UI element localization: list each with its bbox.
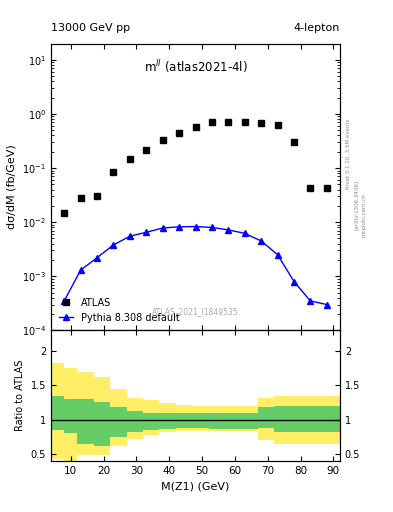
ATLAS [160, 137, 165, 143]
Text: ATLAS_2021_I1849535: ATLAS_2021_I1849535 [152, 307, 239, 316]
Legend: ATLAS, Pythia 8.308 default: ATLAS, Pythia 8.308 default [56, 295, 183, 326]
ATLAS [275, 122, 280, 128]
Text: mcplots.cern.ch: mcplots.cern.ch [362, 193, 367, 237]
ATLAS [177, 130, 182, 136]
Text: [arXiv:1306.3436]: [arXiv:1306.3436] [354, 180, 359, 230]
Pythia 8.308 default [95, 254, 99, 261]
Pythia 8.308 default [292, 279, 296, 285]
ATLAS [95, 193, 99, 199]
Y-axis label: dσ/dM (fb/GeV): dσ/dM (fb/GeV) [6, 144, 17, 229]
Pythia 8.308 default [275, 252, 280, 258]
Text: m$^{ll}$ (atlas2021-4l): m$^{ll}$ (atlas2021-4l) [144, 58, 247, 75]
ATLAS [127, 156, 132, 162]
Y-axis label: Ratio to ATLAS: Ratio to ATLAS [15, 360, 25, 431]
X-axis label: M(Z1) (GeV): M(Z1) (GeV) [162, 481, 230, 491]
Pythia 8.308 default [111, 242, 116, 248]
Line: ATLAS: ATLAS [61, 118, 330, 216]
Pythia 8.308 default [209, 224, 214, 230]
ATLAS [209, 119, 214, 125]
ATLAS [325, 185, 329, 191]
Line: Pythia 8.308 default: Pythia 8.308 default [61, 223, 330, 308]
ATLAS [308, 185, 313, 191]
ATLAS [193, 124, 198, 130]
Pythia 8.308 default [177, 224, 182, 230]
ATLAS [292, 139, 296, 145]
Pythia 8.308 default [144, 229, 149, 236]
Pythia 8.308 default [62, 298, 66, 304]
Text: 4-lepton: 4-lepton [294, 23, 340, 33]
ATLAS [111, 169, 116, 176]
ATLAS [259, 120, 264, 126]
Pythia 8.308 default [193, 223, 198, 229]
Pythia 8.308 default [78, 267, 83, 273]
ATLAS [242, 119, 247, 125]
Text: Rivet 3.1.10, 3.5M events: Rivet 3.1.10, 3.5M events [346, 118, 351, 189]
Pythia 8.308 default [160, 225, 165, 231]
ATLAS [62, 209, 66, 216]
ATLAS [78, 195, 83, 201]
Pythia 8.308 default [325, 302, 329, 308]
ATLAS [226, 119, 231, 125]
Pythia 8.308 default [308, 298, 313, 304]
Pythia 8.308 default [226, 227, 231, 233]
ATLAS [144, 146, 149, 153]
Pythia 8.308 default [127, 233, 132, 239]
Pythia 8.308 default [242, 230, 247, 237]
Pythia 8.308 default [259, 238, 264, 244]
Text: 13000 GeV pp: 13000 GeV pp [51, 23, 130, 33]
